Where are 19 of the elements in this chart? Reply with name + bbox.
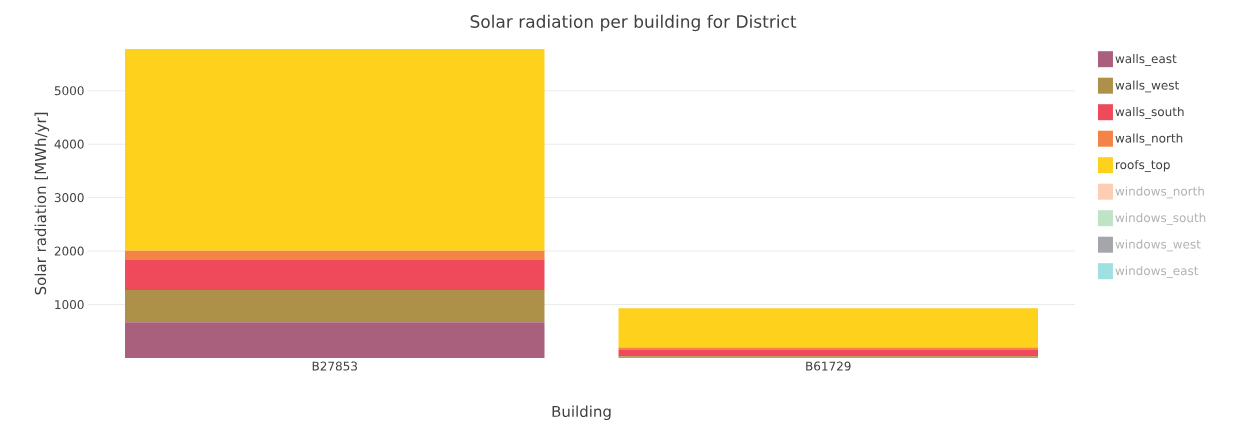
y-tick-label: 2000 (54, 246, 84, 256)
legend-label: walls_north (1115, 133, 1183, 146)
x-tick-label: B27853 (312, 361, 357, 371)
y-axis-title: Solar radiation [MWh/yr] (34, 112, 50, 295)
legend-label: walls_west (1115, 80, 1179, 93)
x-axis-title: Building (552, 405, 611, 420)
y-tick-label: 3000 (54, 193, 84, 203)
chart-title: Solar radiation per building for District (470, 14, 797, 32)
legend-label: walls_south (1115, 106, 1184, 119)
legend-label: walls_east (1115, 53, 1177, 66)
legend-label: windows_north (1115, 186, 1204, 199)
y-tick-label: 5000 (54, 86, 84, 96)
y-tick-label: 1000 (55, 300, 84, 310)
legend-label: windows_east (1115, 265, 1199, 278)
y-tick-label: 4000 (54, 139, 84, 149)
legend-label: roofs_top (1116, 159, 1170, 172)
legend-label: windows_west (1115, 239, 1201, 252)
x-tick-label: B61729 (806, 361, 851, 371)
legend-label: windows_south (1115, 212, 1206, 225)
